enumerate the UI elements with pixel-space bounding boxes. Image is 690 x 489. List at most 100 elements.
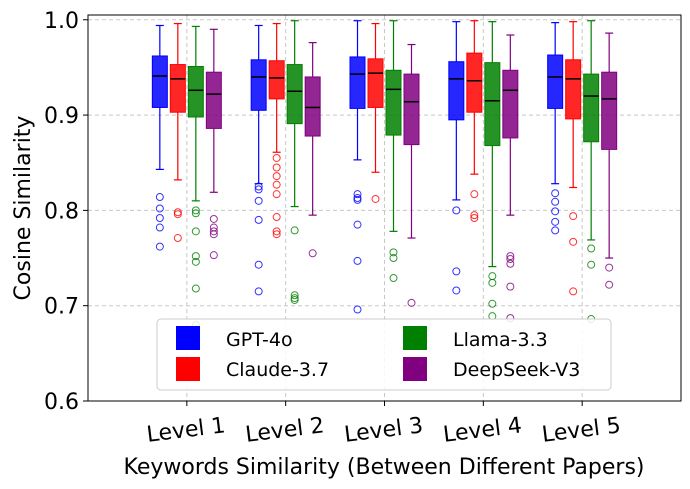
iqr-box [601, 71, 618, 150]
iqr-box [250, 59, 267, 111]
outlier-point [353, 220, 362, 229]
y-tick-label: 1.0 [44, 9, 79, 34]
box-deepseek-v3-2 [304, 42, 321, 258]
box-llama-3-3-2 [286, 20, 303, 304]
box-claude-3-7-4 [466, 20, 483, 223]
outlier-point [353, 256, 362, 265]
outlier-point [452, 267, 461, 276]
box-llama-3-3-1 [187, 25, 204, 329]
y-tick-label: 0.7 [44, 295, 79, 320]
legend-label-deepseek: DeepSeek-V3 [453, 359, 580, 381]
outlier-point [470, 214, 479, 223]
outlier-point [272, 163, 281, 172]
outlier-point [290, 291, 299, 300]
outlier-point [407, 298, 416, 307]
outlier-point [254, 196, 263, 205]
legend-swatch-llama [403, 326, 427, 350]
outlier-point [254, 287, 263, 296]
y-tick-label: 0.9 [44, 104, 79, 129]
outlier-point [290, 295, 299, 304]
outlier-point [470, 211, 479, 220]
x-tick-label: Level 2 [244, 413, 326, 447]
iqr-box [367, 58, 384, 108]
outlier-point [569, 237, 578, 246]
outlier-point [272, 213, 281, 222]
outlier-point [587, 260, 596, 269]
outlier-point [173, 234, 182, 243]
box-llama-3-3-3 [385, 20, 402, 283]
outlier-point [191, 227, 200, 236]
outlier-point [605, 263, 614, 272]
outlier-point [488, 278, 497, 287]
iqr-box [466, 52, 483, 113]
x-tick-label: Level 1 [145, 413, 227, 447]
x-tick-label: Level 4 [442, 413, 524, 447]
outlier-point [587, 244, 596, 253]
outlier-point [551, 217, 560, 226]
iqr-box [448, 61, 465, 121]
outlier-point [389, 248, 398, 257]
legend-label-llama: Llama-3.3 [453, 329, 548, 351]
box-layer [151, 20, 618, 329]
outlier-point [551, 197, 560, 206]
iqr-box [349, 56, 366, 109]
box-gpt-4o-4 [448, 21, 465, 295]
outlier-point [488, 299, 497, 308]
outlier-point [155, 223, 164, 232]
box-deepseek-v3-5 [601, 32, 618, 289]
y-tick-label: 0.8 [44, 199, 79, 224]
iqr-box [547, 54, 564, 109]
box-llama-3-3-4 [484, 21, 501, 321]
outlier-point [506, 259, 515, 268]
outlier-point [254, 215, 263, 224]
iqr-box [583, 73, 600, 143]
outlier-point [506, 282, 515, 291]
outlier-point [353, 190, 362, 199]
y-axis-label: Cosine Similarity [11, 116, 36, 301]
outlier-point [191, 284, 200, 293]
legend-item-claude: Claude-3.7 [176, 357, 329, 381]
legend-swatch-gpt4o [176, 326, 200, 350]
outlier-point [155, 204, 164, 213]
legend-frame [156, 318, 612, 391]
outlier-point [191, 209, 200, 218]
box-claude-3-7-1 [169, 22, 186, 243]
outlier-point [272, 153, 281, 162]
x-axis-label: Keywords Similarity (Between Different P… [123, 455, 644, 480]
outlier-point [254, 182, 263, 191]
outlier-point [551, 207, 560, 216]
outlier-point [272, 190, 281, 199]
box-claude-3-7-2 [268, 22, 285, 239]
outlier-point [254, 260, 263, 269]
outlier-point [551, 226, 560, 235]
outlier-point [173, 210, 182, 219]
outlier-point [452, 206, 461, 215]
outlier-point [155, 214, 164, 223]
outlier-point [389, 274, 398, 283]
outlier-point [371, 194, 380, 203]
outlier-point [569, 287, 578, 296]
outlier-point [272, 172, 281, 181]
box-gpt-4o-5 [547, 22, 564, 235]
outlier-point [209, 227, 218, 236]
box-claude-3-7-5 [565, 21, 582, 296]
y-tick-label: 0.6 [44, 390, 79, 415]
outlier-point [209, 251, 218, 260]
iqr-box [268, 60, 285, 100]
outlier-point [470, 190, 479, 199]
outlier-point [155, 242, 164, 251]
iqr-box [565, 59, 582, 120]
outlier-point [191, 206, 200, 215]
outlier-point [353, 305, 362, 314]
iqr-box [385, 69, 402, 136]
outlier-point [272, 180, 281, 189]
iqr-box [286, 64, 303, 125]
outlier-point [452, 286, 461, 295]
box-gpt-4o-2 [250, 24, 267, 296]
outlier-point [389, 254, 398, 263]
outlier-point [254, 185, 263, 194]
outlier-point [551, 189, 560, 198]
legend-label-gpt4o: GPT-4o [226, 329, 293, 351]
legend: GPT-4o Claude-3.7 Llama-3.3 DeepSeek-V3 [156, 318, 612, 391]
